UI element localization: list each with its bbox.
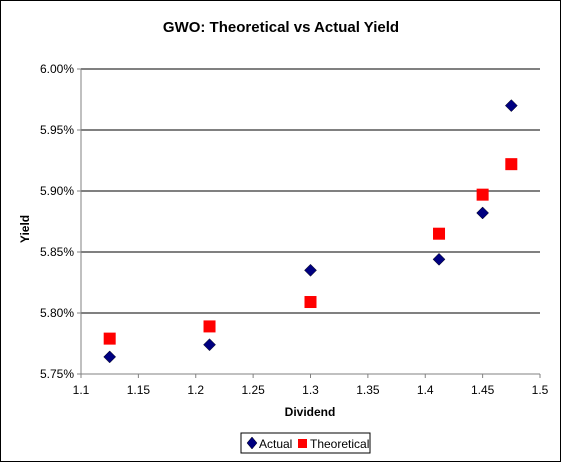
x-tick-label: 1.15: [127, 383, 151, 397]
theoretical-point: [203, 320, 216, 333]
actual-point: [504, 99, 518, 112]
plot-area: [81, 69, 540, 374]
x-tick-label: 1.2: [187, 383, 204, 397]
actual-point: [476, 206, 489, 220]
x-ticks: 1.1 1.15 1.2 1.25 1.3 1.35 1.4 1.45 1.5: [73, 374, 549, 397]
x-tick-label: 1.1: [73, 383, 90, 397]
x-axis-title: Dividend: [285, 405, 336, 419]
legend-actual-label: Actual: [259, 437, 292, 451]
theoretical-point: [476, 188, 489, 201]
y-axis-title: Yield: [18, 215, 32, 243]
y-tick-label: 5.80%: [40, 306, 74, 320]
x-tick-label: 1.45: [471, 383, 495, 397]
theoretical-point: [505, 158, 518, 171]
actual-point: [304, 263, 317, 277]
actual-point: [432, 252, 446, 266]
theoretical-point: [304, 296, 317, 309]
y-tick-label: 6.00%: [40, 62, 74, 76]
data-points: [103, 99, 518, 364]
legend-theoretical-label: Theoretical: [310, 437, 369, 451]
y-tick-label: 5.95%: [40, 123, 74, 137]
legend: Actual Theoretical: [240, 432, 371, 454]
y-ticks: 5.75% 5.80% 5.85% 5.90% 5.95% 6.00%: [40, 62, 81, 381]
legend-actual-marker-icon: [246, 436, 258, 450]
x-tick-label: 1.5: [532, 383, 549, 397]
gridlines: [81, 68, 540, 314]
actual-point: [103, 350, 117, 364]
chart-title: GWO: Theoretical vs Actual Yield: [163, 19, 399, 36]
theoretical-point: [103, 332, 116, 345]
theoretical-point: [433, 227, 446, 240]
y-tick-label: 5.85%: [40, 245, 74, 259]
legend-theoretical-marker-icon: [298, 439, 307, 448]
x-tick-label: 1.3: [302, 383, 319, 397]
actual-point: [203, 338, 216, 352]
y-tick-label: 5.90%: [40, 184, 74, 198]
x-tick-label: 1.35: [356, 383, 380, 397]
x-tick-label: 1.25: [241, 383, 265, 397]
y-tick-label: 5.75%: [40, 367, 74, 381]
x-tick-label: 1.4: [417, 383, 434, 397]
